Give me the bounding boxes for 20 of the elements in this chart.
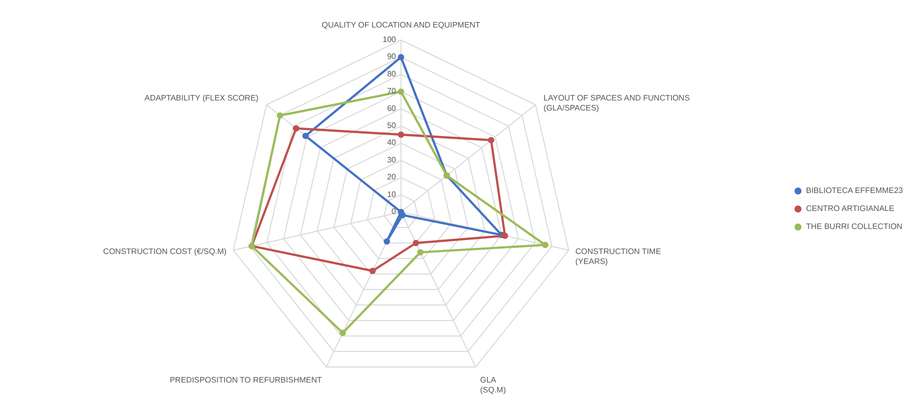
legend-label: CENTRO ARTIGIANALE bbox=[806, 204, 894, 213]
spoke-label: GLA (SQ.M) bbox=[480, 375, 506, 394]
legend-label: BIBLIOTECA EFFEMME23 bbox=[806, 186, 904, 195]
y-tick-label: 90 bbox=[387, 52, 397, 62]
y-tick-label: 100 bbox=[382, 35, 397, 44]
y-tick-label: 0 bbox=[392, 207, 397, 216]
y-tick-label: 50 bbox=[387, 121, 397, 130]
y-tick-label: 80 bbox=[387, 69, 397, 78]
y-tick-label: 30 bbox=[387, 155, 397, 164]
y-tick-label: 20 bbox=[387, 172, 397, 182]
spoke-label: CONSTRUCTION TIME (YEARS) bbox=[575, 246, 662, 266]
spoke-label: QUALITY OF LOCATION AND EQUIPMENT bbox=[322, 20, 480, 30]
spoke-label: CONSTRUCTION COST (€/SQ.M) bbox=[103, 246, 227, 256]
spoke-label: LAYOUT OF SPACES AND FUNCTIONS (GLA/SPACES) bbox=[544, 93, 690, 112]
y-tick-label: 60 bbox=[387, 104, 397, 113]
legend-label: THE BURRI COLLECTION bbox=[806, 222, 903, 231]
spoke-label: ADAPTABILITY (FLEX SCORE) bbox=[144, 93, 259, 102]
y-tick-label: 40 bbox=[387, 138, 397, 148]
spoke-label: PREDISPOSITION TO REFURBISHMENT bbox=[170, 375, 322, 384]
y-tick-label: 10 bbox=[387, 190, 397, 199]
